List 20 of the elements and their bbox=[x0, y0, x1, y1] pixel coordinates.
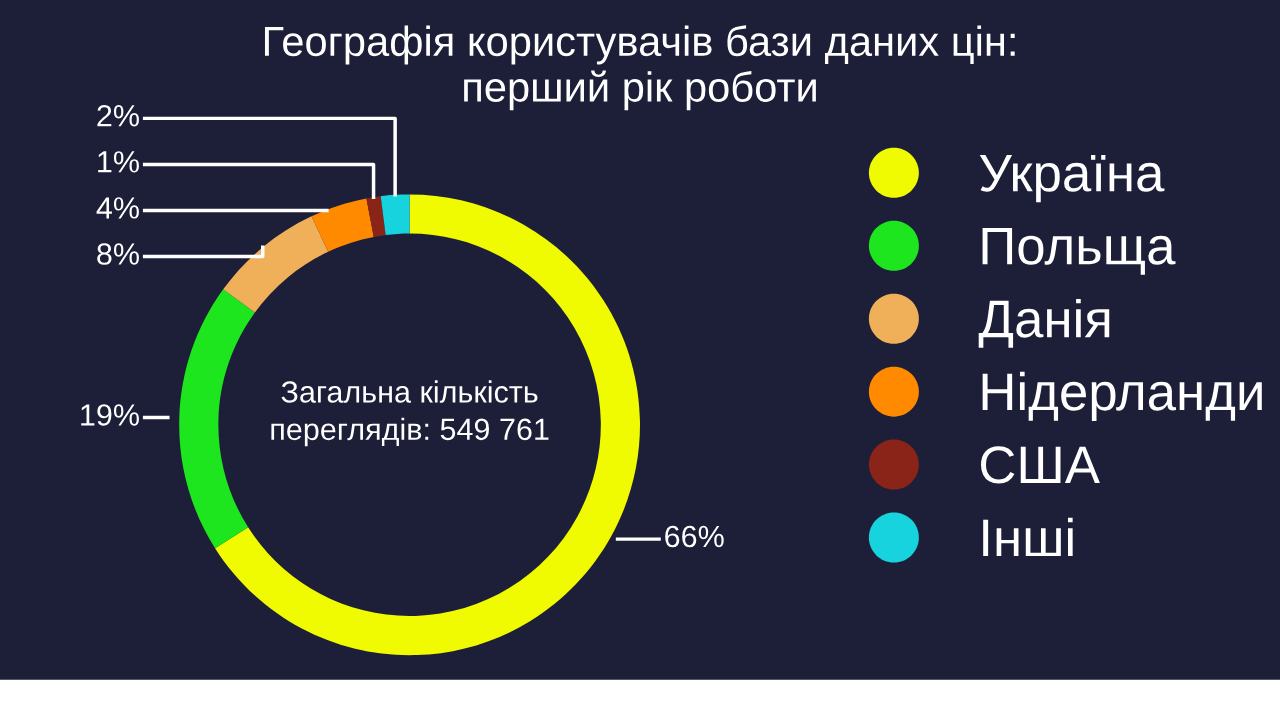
data-label: 19% bbox=[81, 404, 139, 426]
text: Загальна кількість переглядів: 549 761 bbox=[271, 380, 549, 447]
donut-slice bbox=[380, 194, 410, 236]
legend-label: Нідерланди bbox=[982, 371, 1262, 422]
data-label: 1% bbox=[98, 151, 139, 173]
donut-slice bbox=[179, 289, 255, 549]
data-label: 2% bbox=[97, 104, 139, 127]
chart-title: Географія користувачів бази даних цін: перший рік роботи bbox=[264, 25, 1015, 111]
donut-slice bbox=[311, 198, 374, 252]
data-label: 4% bbox=[96, 197, 139, 219]
donut-slice bbox=[215, 194, 640, 656]
donut-slice bbox=[223, 216, 329, 313]
legend-label: США bbox=[981, 446, 1100, 484]
donut-slice bbox=[366, 196, 386, 237]
legend-label: Данія bbox=[978, 298, 1110, 348]
data-label: 66% bbox=[665, 525, 724, 548]
legend-label: Інші bbox=[983, 517, 1073, 557]
data-label: 8% bbox=[97, 243, 139, 265]
legend-label: Україна bbox=[979, 154, 1165, 203]
legend-label: Польща bbox=[982, 227, 1176, 275]
